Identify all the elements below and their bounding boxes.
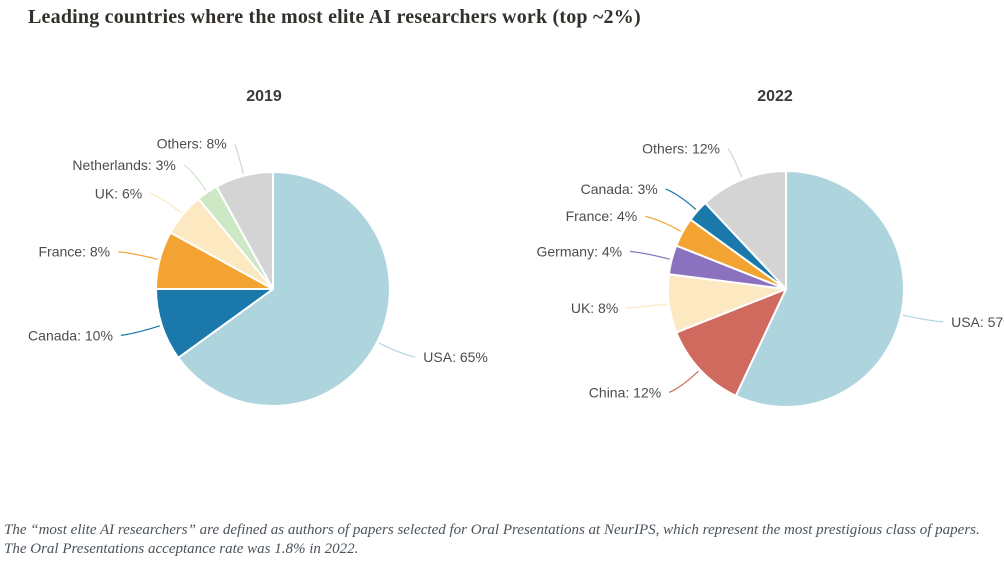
slice-label-2019-france: France: 8%: [39, 244, 111, 260]
footnote: The “most elite AI researchers” are defi…: [4, 522, 980, 557]
slice-label-2019-usa: USA: 65%: [423, 349, 488, 365]
pie-slice-2019-canada: [154, 288, 274, 359]
chart-2019: 2019 USA: 65% Canada: 10% France: 8% UK: 6%…: [0, 80, 502, 455]
slice-label-2019-netherlands: Netherlands: 3%: [72, 157, 176, 173]
slice-label-2019-others: Others: 8%: [157, 136, 227, 152]
leader-line-2019-uk: [150, 192, 182, 214]
leader-line-2022-others: [727, 148, 743, 178]
leader-line-2022-uk: [626, 303, 667, 309]
slice-label-2022-uk: UK: 8%: [571, 300, 618, 316]
pie-chart-2019: USA: 65% Canada: 10% France: 8% UK: 6% Nethe…: [28, 136, 488, 407]
leader-line-2022-china: [668, 370, 699, 393]
chart-title-2022: 2022: [757, 88, 793, 105]
page-title: Leading countries where the most elite A…: [28, 6, 641, 28]
slice-label-2022-china: China: 12%: [589, 384, 661, 400]
slice-label-2022-germany: Germany: 4%: [537, 243, 623, 259]
leader-line-2022-france: [645, 215, 682, 232]
leader-line-2019-netherlands: [183, 164, 207, 191]
pie-slice-2019-usa: [177, 171, 391, 407]
leader-line-2019-france: [118, 251, 158, 260]
pie-chart-2022: USA: 57% China: 12% UK: 8% Germany: 4% Franc…: [537, 141, 1004, 408]
pie-slice-2022-usa: [734, 170, 905, 408]
slice-label-2022-france: France: 4%: [566, 208, 638, 224]
slice-label-2022-canada: Canada: 3%: [581, 181, 658, 197]
pie-slice-2019-others: [215, 171, 274, 290]
leader-line-2022-germany: [630, 250, 670, 260]
leader-line-2022-usa: [902, 314, 944, 323]
pie-slice-2022-others: [704, 170, 787, 290]
slice-label-2022-usa: USA: 57%: [951, 314, 1004, 330]
slice-label-2019-canada: Canada: 10%: [28, 327, 113, 343]
slice-label-2019-uk: UK: 6%: [95, 185, 142, 201]
slice-label-2022-others: Others: 12%: [642, 141, 720, 157]
leader-line-2022-canada: [665, 188, 697, 211]
leader-line-2019-canada: [120, 325, 160, 336]
leader-line-2019-usa: [378, 342, 416, 358]
chart-title-2019: 2019: [246, 88, 282, 105]
chart-2022: 2022 USA: 57% China: 12% UK: 8% Germany: 4%…: [502, 80, 1004, 455]
pie-slice-2022-china: [675, 288, 787, 397]
leader-line-2019-others: [234, 143, 244, 174]
